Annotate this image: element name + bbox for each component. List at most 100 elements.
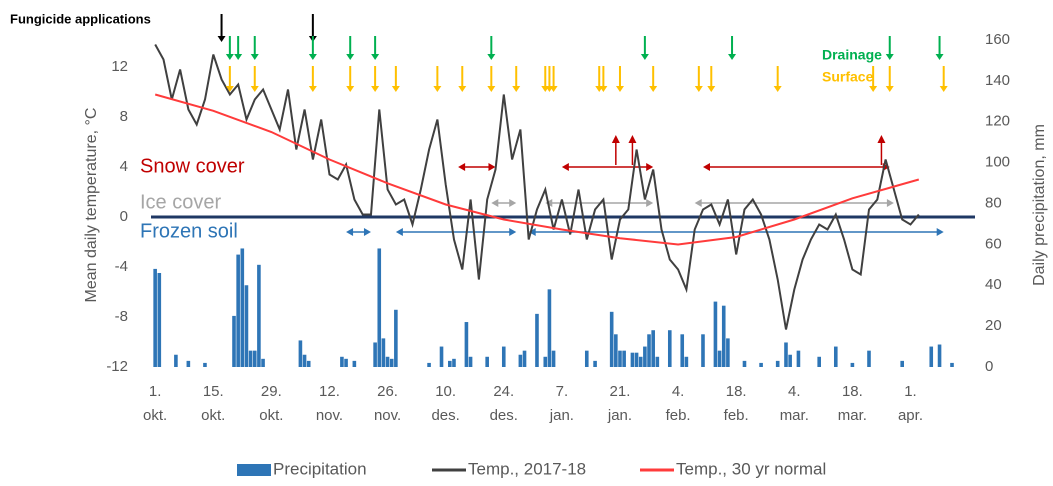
arrow-head <box>886 199 894 207</box>
application-arrow <box>615 66 624 92</box>
precipitation-bar <box>630 352 635 367</box>
precipitation-bar <box>618 350 622 367</box>
precipitation-bar <box>203 362 207 367</box>
application-arrow <box>234 36 243 60</box>
precipitation-bar <box>232 315 236 367</box>
y-tick-label: 8 <box>120 108 128 125</box>
precipitation-bar <box>522 350 527 367</box>
application-arrow <box>225 36 234 60</box>
precipitation-bar <box>535 313 539 367</box>
application-arrow <box>773 66 782 92</box>
x-tick-label: 1. apr. <box>897 383 923 424</box>
application-arrow <box>308 36 317 60</box>
precipitation-bar <box>244 285 249 367</box>
precipitation-bar <box>788 354 792 367</box>
precipitation-bar <box>622 350 626 367</box>
application-arrow <box>939 66 948 92</box>
legend-label: Precipitation <box>273 459 367 478</box>
application-arrow <box>433 66 442 92</box>
precipitation-bar <box>584 350 589 367</box>
y2-tick-label: 160 <box>985 31 1010 48</box>
precipitation-bar <box>248 350 253 367</box>
application-arrow <box>649 66 658 92</box>
y-tick-label: 12 <box>111 58 128 75</box>
precipitation-bar <box>485 356 489 367</box>
precipitation-bar <box>381 338 386 367</box>
precipitation-bar <box>344 358 348 367</box>
application-arrow <box>371 36 380 60</box>
application-arrow <box>935 36 944 60</box>
precipitation-bar <box>298 340 303 367</box>
application-arrow <box>640 36 649 60</box>
legend-label: Temp., 2017-18 <box>468 459 586 478</box>
precipitation-bar <box>680 334 685 367</box>
precipitation-bar <box>775 360 780 367</box>
application-arrow <box>694 66 703 92</box>
precipitation-bar <box>257 264 261 367</box>
precipitation-bar <box>609 311 614 367</box>
y-tick-label: -8 <box>115 308 128 325</box>
precipitation-bar <box>302 354 307 367</box>
precipitation-bar <box>389 358 394 367</box>
legend-label: Temp., 30 yr normal <box>676 459 826 478</box>
precipitation-bar <box>186 360 191 367</box>
x-tick-label: 12. nov. <box>315 383 344 424</box>
precipitation-bar <box>817 356 821 367</box>
temperature-line <box>154 44 920 330</box>
precipitation-bar <box>900 360 904 367</box>
application-arrow <box>217 14 226 42</box>
precipitation-bar <box>651 330 655 367</box>
precipitation-bar <box>174 354 178 367</box>
arrow-head <box>646 163 654 171</box>
precipitation-bar <box>726 338 730 367</box>
precipitation-bar <box>647 334 651 367</box>
precipitation-bar <box>340 356 344 367</box>
x-tick-label: 15. okt. <box>201 383 226 424</box>
precipitation-bar <box>867 350 871 367</box>
arrow-head <box>877 135 886 143</box>
precipitation-bar <box>551 350 556 367</box>
arrow-head <box>491 199 499 207</box>
precipitation-bar <box>833 346 838 367</box>
precipitation-bar <box>717 350 722 367</box>
precipitation-bar <box>721 305 726 367</box>
precipitation-bar <box>634 352 639 367</box>
arrow-head <box>628 135 637 143</box>
precipitation-bar <box>701 334 705 367</box>
application-arrow <box>250 66 259 92</box>
precipitation-bar <box>929 346 934 367</box>
period-label: Ice cover <box>140 191 221 213</box>
precipitation-bar <box>638 356 643 367</box>
application-arrow <box>885 36 894 60</box>
application-arrow <box>250 36 259 60</box>
y2-tick-label: 80 <box>985 194 1002 211</box>
precipitation-bar <box>501 346 506 367</box>
x-tick-label: 26. nov. <box>373 383 402 424</box>
arrow-head <box>702 163 710 171</box>
application-arrow <box>599 66 608 92</box>
x-tick-label: 7. jan. <box>549 383 574 424</box>
application-arrow <box>512 66 521 92</box>
application-label: Surface <box>822 69 874 85</box>
precipitation-bar <box>796 350 801 367</box>
precipitation-bar <box>464 322 469 367</box>
precipitation-bar <box>667 330 672 367</box>
precipitation-bar <box>850 362 855 367</box>
y2-axis-title: Daily precipitation, mm <box>1031 124 1048 286</box>
y2-tick-label: 20 <box>985 317 1002 334</box>
precipitation-bar <box>306 360 311 367</box>
application-arrow <box>487 66 496 92</box>
arrow-head <box>646 199 654 207</box>
y2-tick-label: 140 <box>985 72 1010 89</box>
y2-tick-label: 120 <box>985 113 1010 130</box>
application-arrow <box>346 36 355 60</box>
arrow-head <box>488 163 496 171</box>
x-tick-label: 1. okt. <box>143 383 168 424</box>
application-arrow <box>549 66 558 92</box>
arrow-head <box>509 199 517 207</box>
application-arrow <box>728 36 737 60</box>
application-arrow <box>308 66 317 92</box>
arrow-head <box>346 228 354 236</box>
precipitation-bar <box>643 346 647 367</box>
x-tick-label: 29. okt. <box>259 383 284 424</box>
